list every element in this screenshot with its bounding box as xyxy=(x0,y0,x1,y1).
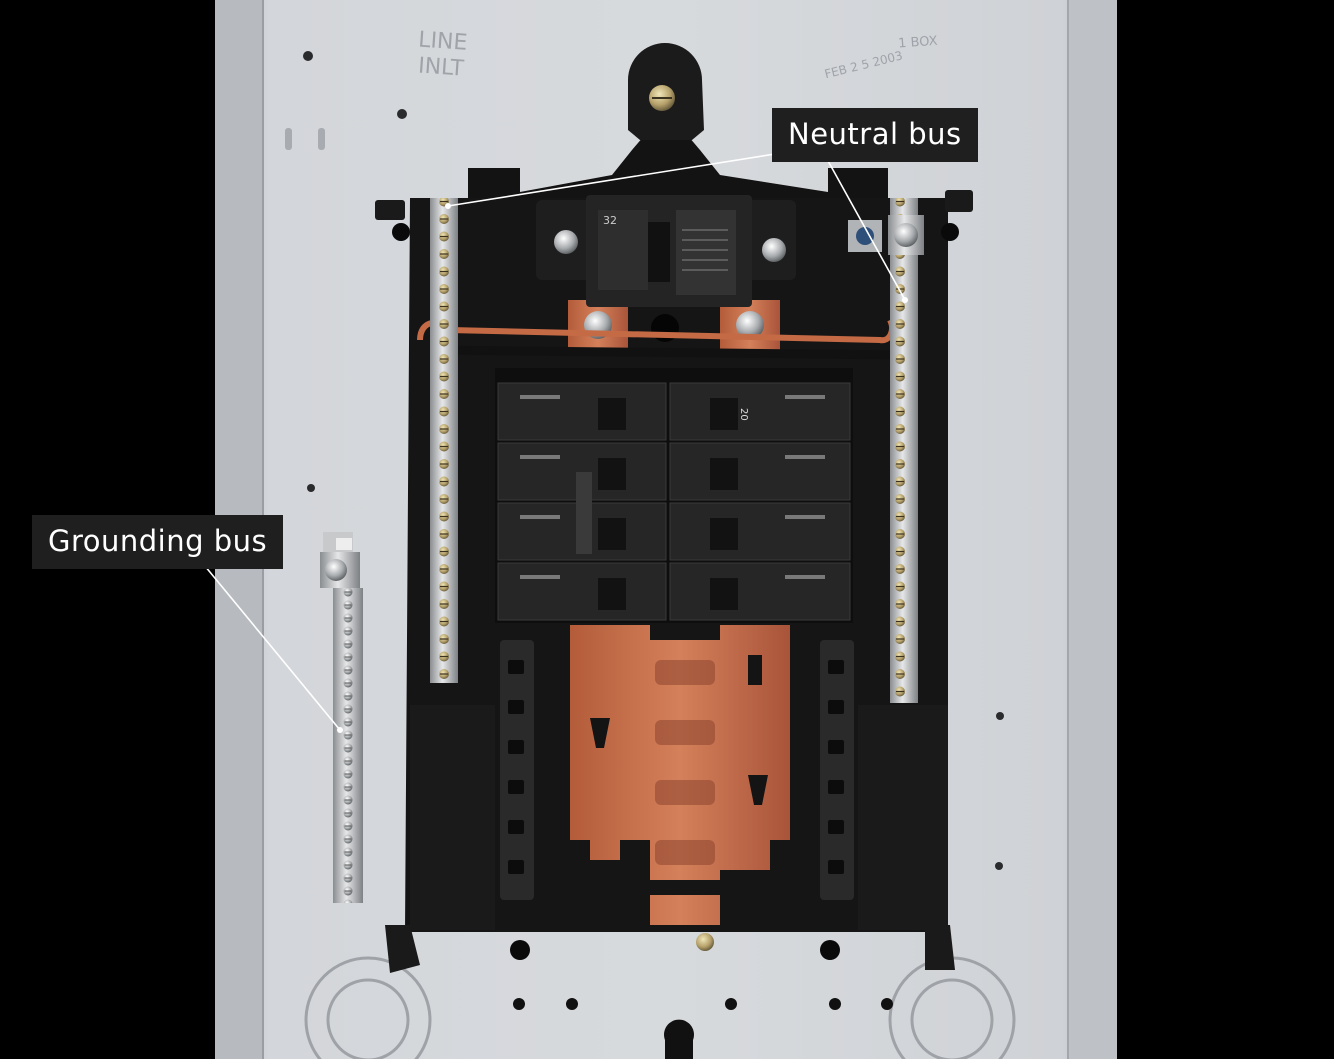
grounding-bus-label: Grounding bus xyxy=(32,515,284,569)
neutral-bus-label: Neutral bus xyxy=(772,108,978,162)
leader-lines xyxy=(199,149,906,731)
main-breaker-rating: 32 xyxy=(603,214,617,227)
embossed-inlt-text: INLT xyxy=(417,54,465,82)
branch-breaker-rating: 20 xyxy=(738,408,749,421)
embossed-line-text: LINE xyxy=(417,28,468,56)
box-stamp-text: 1 BOX xyxy=(898,34,938,52)
branch-breakers: 20 xyxy=(495,368,853,623)
